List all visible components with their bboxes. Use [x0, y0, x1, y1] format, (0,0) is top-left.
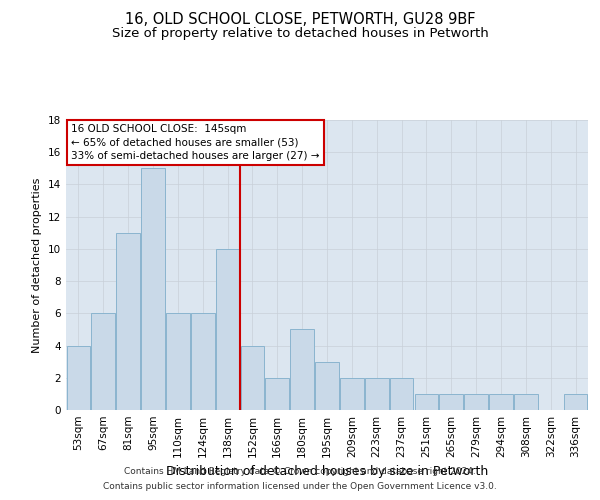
- Bar: [415, 394, 438, 410]
- Bar: [67, 346, 90, 410]
- Bar: [365, 378, 389, 410]
- Bar: [141, 168, 165, 410]
- Bar: [315, 362, 339, 410]
- Bar: [166, 314, 190, 410]
- Bar: [241, 346, 264, 410]
- X-axis label: Distribution of detached houses by size in Petworth: Distribution of detached houses by size …: [166, 466, 488, 478]
- Bar: [265, 378, 289, 410]
- Bar: [514, 394, 538, 410]
- Bar: [390, 378, 413, 410]
- Text: Contains HM Land Registry data © Crown copyright and database right 2024.: Contains HM Land Registry data © Crown c…: [124, 467, 476, 476]
- Bar: [340, 378, 364, 410]
- Text: 16 OLD SCHOOL CLOSE:  145sqm
← 65% of detached houses are smaller (53)
33% of se: 16 OLD SCHOOL CLOSE: 145sqm ← 65% of det…: [71, 124, 320, 161]
- Text: Contains public sector information licensed under the Open Government Licence v3: Contains public sector information licen…: [103, 482, 497, 491]
- Bar: [464, 394, 488, 410]
- Bar: [290, 330, 314, 410]
- Bar: [191, 314, 215, 410]
- Bar: [116, 233, 140, 410]
- Bar: [489, 394, 513, 410]
- Y-axis label: Number of detached properties: Number of detached properties: [32, 178, 43, 352]
- Text: 16, OLD SCHOOL CLOSE, PETWORTH, GU28 9BF: 16, OLD SCHOOL CLOSE, PETWORTH, GU28 9BF: [125, 12, 475, 28]
- Text: Size of property relative to detached houses in Petworth: Size of property relative to detached ho…: [112, 28, 488, 40]
- Bar: [564, 394, 587, 410]
- Bar: [216, 249, 239, 410]
- Bar: [91, 314, 115, 410]
- Bar: [439, 394, 463, 410]
